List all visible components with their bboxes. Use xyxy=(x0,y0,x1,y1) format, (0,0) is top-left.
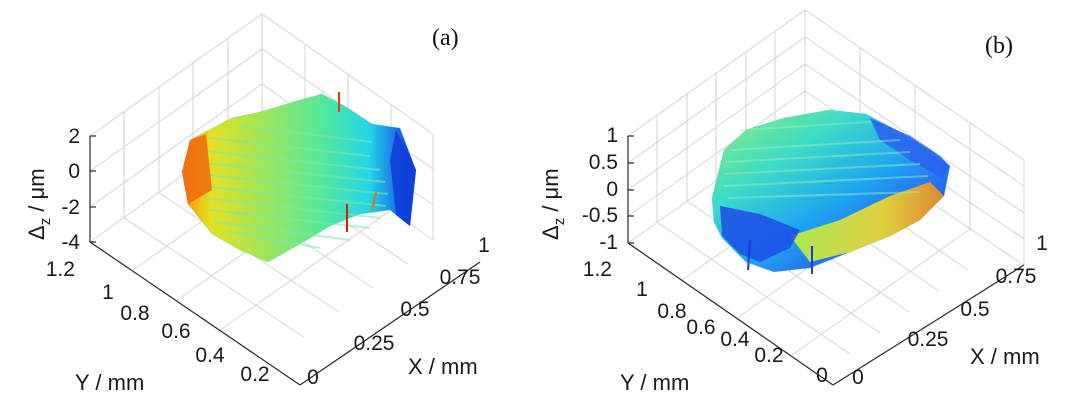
z-tick-label: -4 xyxy=(61,231,80,254)
z-tick-label: -1 xyxy=(599,231,618,254)
z-tick-label: 2 xyxy=(68,125,80,148)
panel-a-surface xyxy=(181,92,417,263)
panel-a-x-axis-label: X / mm xyxy=(408,354,478,379)
x-tick-label: 1 xyxy=(478,234,490,257)
y-tick-label: 1 xyxy=(636,278,648,301)
panel-b-z-axis-label: Δz / μm xyxy=(538,168,568,240)
y-tick-label: 0.2 xyxy=(754,344,783,367)
panel-a-y-ticks: 1.2 1 0.8 0.6 0.4 0.2 xyxy=(46,258,270,386)
z-tick-label: -0.5 xyxy=(582,204,618,227)
x-tick-label: 0.25 xyxy=(354,332,395,355)
panel-b-y-axis-label: Y / mm xyxy=(620,370,689,395)
panel-b-y-ticks: 1.2 1 0.8 0.6 0.4 0.2 0 xyxy=(583,258,828,387)
panel-b-axes xyxy=(627,135,1025,386)
x-tick-label: 0.5 xyxy=(960,298,989,321)
x-tick-label: 0 xyxy=(307,366,319,389)
y-tick-label: 0.2 xyxy=(240,363,269,386)
panel-a-z-ticks: 2 0 -2 -4 xyxy=(61,125,80,254)
y-tick-label: 0.4 xyxy=(195,344,225,367)
z-tick-label: -2 xyxy=(61,196,80,219)
panel-b-label: (b) xyxy=(985,33,1013,59)
y-tick-label: 0.6 xyxy=(686,316,715,339)
y-tick-label: 0.4 xyxy=(720,328,750,351)
z-tick-label: 0.5 xyxy=(589,151,618,174)
z-tick-label: 1 xyxy=(606,124,618,147)
x-tick-label: 0.5 xyxy=(400,298,429,321)
x-tick-label: 0.75 xyxy=(996,265,1037,288)
y-tick-label: 0 xyxy=(816,364,828,387)
y-tick-label: 0.8 xyxy=(120,302,149,325)
y-tick-label: 1.2 xyxy=(583,258,612,281)
panel-a-label: (a) xyxy=(432,25,459,51)
y-tick-label: 1 xyxy=(102,281,114,304)
panel-b-z-ticks: 1 0.5 0 -0.5 -1 xyxy=(582,124,618,254)
panel-a: 2 0 -2 -4 1.2 1 0.8 0.6 0.4 0.2 0 0.25 0… xyxy=(24,13,490,395)
panel-b-x-axis-label: X / mm xyxy=(970,344,1040,369)
x-tick-label: 0.25 xyxy=(908,328,949,351)
x-tick-label: 0.75 xyxy=(440,266,481,289)
z-tick-label: 0 xyxy=(68,160,80,183)
panel-a-x-ticks: 0 0.25 0.5 0.75 1 xyxy=(307,234,490,389)
y-tick-label: 1.2 xyxy=(46,258,75,281)
z-tick-label: 0 xyxy=(606,178,618,201)
panel-a-axes xyxy=(89,135,481,386)
panel-b-surface xyxy=(711,109,951,274)
x-tick-label: 0 xyxy=(852,366,864,389)
x-tick-label: 1 xyxy=(1036,232,1048,255)
y-tick-label: 0.8 xyxy=(657,300,686,323)
panel-b-x-ticks: 0 0.25 0.5 0.75 1 xyxy=(852,232,1048,389)
panel-a-z-axis-label: Δz / μm xyxy=(24,168,54,240)
panel-a-y-axis-label: Y / mm xyxy=(75,370,144,395)
y-tick-label: 0.6 xyxy=(161,320,190,343)
panel-b: 1 0.5 0 -0.5 -1 1.2 1 0.8 0.6 0.4 0.2 0 … xyxy=(538,9,1048,395)
